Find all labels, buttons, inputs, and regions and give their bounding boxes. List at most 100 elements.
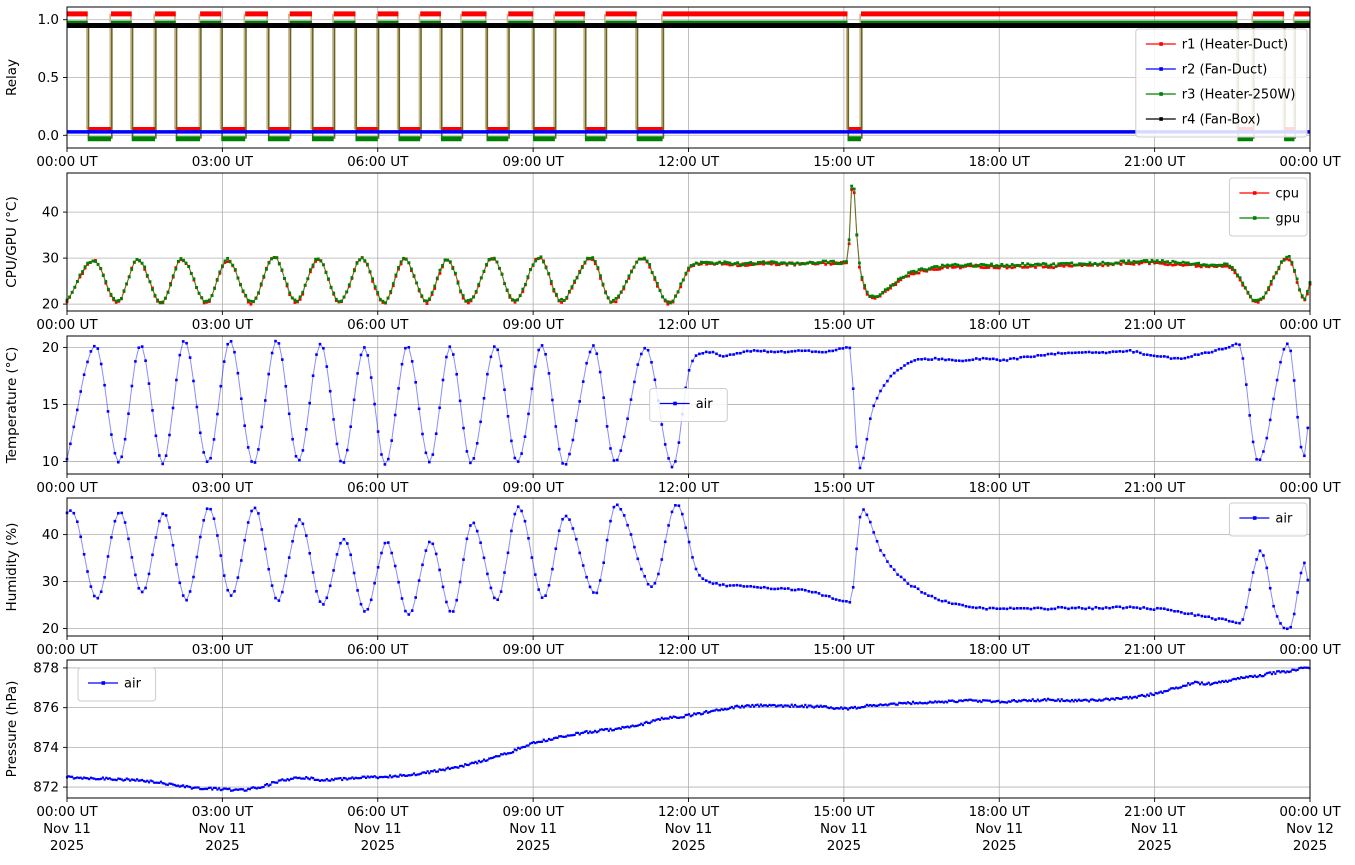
x-tick-label: 00:00 UT [36, 317, 98, 333]
marker [943, 264, 947, 268]
marker [635, 260, 639, 264]
marker [79, 535, 82, 539]
marker [872, 531, 875, 534]
marker [1251, 298, 1255, 302]
marker [940, 357, 944, 361]
marker [817, 592, 821, 595]
marker [107, 287, 110, 291]
series-group [65, 184, 1312, 306]
marker [949, 699, 952, 702]
marker [627, 276, 631, 280]
marker [687, 266, 690, 270]
marker [1088, 700, 1091, 703]
marker [270, 257, 273, 261]
marker [838, 707, 841, 710]
marker [1241, 676, 1244, 679]
marker [416, 773, 419, 776]
marker [886, 560, 889, 563]
marker [260, 425, 264, 429]
marker [489, 355, 493, 359]
marker [1087, 606, 1091, 609]
marker [195, 405, 199, 409]
marker [653, 719, 656, 722]
marker [979, 266, 983, 269]
marker [428, 297, 431, 301]
marker [944, 358, 947, 362]
marker [1053, 353, 1057, 356]
marker [992, 700, 995, 703]
marker [503, 282, 506, 286]
grid [67, 7, 1310, 148]
marker [154, 434, 158, 438]
marker [556, 736, 559, 739]
marker [773, 587, 776, 591]
marker [513, 299, 517, 302]
marker [860, 275, 864, 279]
marker [181, 594, 185, 597]
marker [930, 266, 934, 269]
marker [1183, 356, 1187, 360]
x-tick-label: 09:00 UT [502, 480, 564, 496]
marker [595, 591, 599, 595]
marker [873, 295, 877, 299]
x-tick-label: 12:00 UT [658, 804, 720, 820]
marker [653, 582, 657, 585]
marker [1106, 261, 1110, 265]
y-tick-label: 878 [33, 660, 59, 676]
marker [1300, 295, 1304, 299]
marker [1272, 276, 1276, 280]
x-tick-label: 00:00 UT [36, 154, 98, 170]
marker [130, 556, 134, 559]
marker [892, 371, 896, 375]
marker [246, 446, 250, 449]
marker [168, 526, 171, 529]
marker [920, 702, 923, 705]
marker [539, 740, 542, 743]
marker [671, 299, 675, 303]
marker [595, 352, 599, 355]
marker [433, 284, 437, 288]
marker [1012, 607, 1016, 610]
marker [754, 704, 757, 707]
marker [925, 702, 928, 705]
marker [1031, 698, 1034, 701]
marker [406, 774, 409, 777]
marker [70, 290, 74, 294]
marker [141, 778, 144, 782]
marker [691, 714, 694, 717]
marker [874, 704, 877, 707]
marker [882, 703, 886, 707]
marker [1164, 690, 1168, 693]
marker [1214, 618, 1217, 621]
marker [831, 597, 834, 600]
marker [112, 778, 115, 781]
marker [368, 776, 371, 779]
marker [1077, 351, 1081, 354]
marker [433, 287, 437, 290]
marker [387, 457, 390, 461]
data-markers [65, 503, 1310, 631]
marker [1228, 679, 1231, 682]
marker [998, 607, 1002, 610]
marker [903, 578, 906, 582]
marker [229, 340, 233, 343]
marker [1019, 356, 1022, 359]
marker [210, 294, 214, 297]
marker [869, 417, 872, 420]
marker [609, 727, 612, 730]
marker [425, 299, 429, 303]
marker [783, 704, 786, 707]
marker [241, 788, 245, 791]
marker [839, 262, 843, 266]
legend: r1 (Heater-Duct)r2 (Fan-Duct)r3 (Heater-… [1135, 28, 1308, 138]
marker [723, 262, 727, 266]
marker [380, 551, 383, 555]
marker [951, 358, 954, 362]
marker [930, 701, 933, 704]
marker [718, 354, 722, 357]
y-axis-label: Humidity (%) [4, 523, 20, 612]
marker [301, 522, 305, 526]
marker [202, 519, 205, 522]
marker [1204, 683, 1207, 686]
marker [872, 404, 875, 408]
